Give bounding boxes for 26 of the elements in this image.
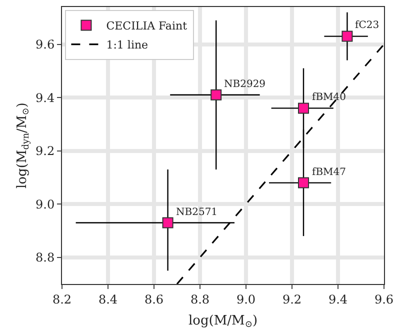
- point: [298, 177, 309, 188]
- x-tick-label: 9.2: [282, 292, 302, 306]
- y-tick-label: 8.8: [36, 250, 55, 265]
- x-tick-label: 8.4: [98, 292, 118, 306]
- legend-label: CECILIA Faint: [106, 20, 188, 33]
- annotation: fBM47: [312, 167, 346, 178]
- x-tick-label: 9.0: [236, 292, 256, 306]
- y-tick-label: 9.4: [36, 90, 55, 105]
- legend-label: 1:1 line: [106, 38, 148, 52]
- x-axis-title: log(M/M$_{⊙}$): [188, 313, 258, 330]
- y-tick-label: 9.2: [36, 144, 55, 158]
- annotation: NB2929: [224, 79, 266, 90]
- point: [210, 89, 222, 100]
- y-tick-label: 9.0: [36, 197, 55, 212]
- point: [162, 217, 174, 228]
- annotation: fBM40: [312, 92, 346, 103]
- x-tick-label: 8.2: [52, 292, 72, 306]
- y-tick-label: 9.6: [36, 37, 55, 52]
- x-tick-label: 9.6: [374, 292, 394, 306]
- annotation: NB2571: [176, 207, 218, 218]
- x-tick-label: 8.8: [190, 292, 210, 306]
- x-tick-label: 9.4: [328, 292, 348, 306]
- point: [298, 102, 309, 114]
- x-tick-label: 8.6: [144, 292, 164, 306]
- annotation: fC23: [355, 20, 380, 31]
- point: [342, 30, 353, 42]
